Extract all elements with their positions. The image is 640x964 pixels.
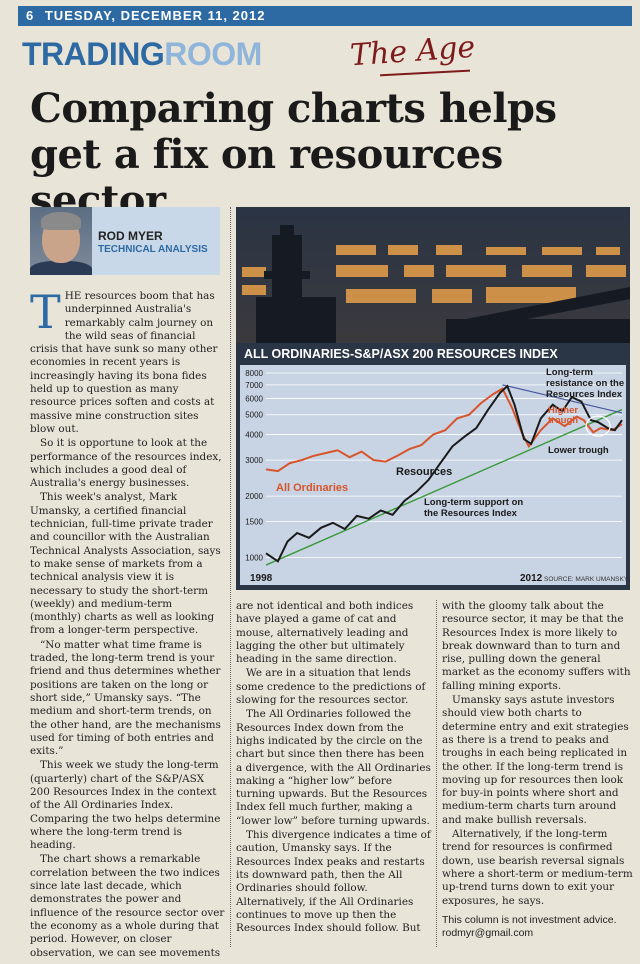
article-paragraph: So it is opportune to look at the perfor… bbox=[30, 437, 222, 490]
article-paragraph: This divergence indicates a time of caut… bbox=[236, 829, 431, 935]
article-column-1: T HE resources boom that has underpinned … bbox=[30, 285, 226, 961]
author-byline: ROD MYER TECHNICAL ANALYSIS bbox=[30, 207, 220, 275]
column-divider bbox=[436, 600, 437, 947]
y-tick-label: 4000 bbox=[245, 431, 263, 440]
article-paragraph: The All Ordinaries followed the Resource… bbox=[236, 708, 431, 827]
dropcap: T bbox=[30, 285, 61, 339]
chart-y-axis: 1000 1500 2000 3000 4000 5000 6000 7000 8000 bbox=[245, 369, 263, 563]
author-portrait bbox=[30, 207, 92, 275]
resistance-annotation: Long-term resistance on the Resources In… bbox=[546, 367, 627, 400]
section-title-bold: TRADING bbox=[22, 36, 165, 72]
page-number: 6 bbox=[26, 8, 35, 23]
lit-windows bbox=[242, 245, 626, 303]
article-paragraph: “No matter what time frame is traded, th… bbox=[30, 638, 221, 758]
chart-source: SOURCE: MARK UMANSKY bbox=[544, 576, 629, 583]
article-paragraph: This week's analyst, Mark Umansky, a cer… bbox=[30, 491, 221, 637]
article-paragraph: Alternatively, if the long-term trend fo… bbox=[442, 828, 633, 907]
article-paragraph: T HE resources boom that has underpinned … bbox=[30, 285, 218, 435]
x-end-label: 2012 bbox=[520, 573, 543, 584]
resistance-trendline bbox=[502, 384, 623, 414]
article-headline: Comparing charts helps get a fix on reso… bbox=[30, 85, 557, 224]
article-paragraph: We are in a situation that lends some cr… bbox=[236, 667, 426, 707]
chart-gridlines bbox=[266, 372, 622, 559]
resources-series-line bbox=[265, 384, 623, 563]
support-annotation: Long-term support on the Resources Index bbox=[424, 497, 526, 519]
support-trendline bbox=[265, 408, 623, 566]
article-column-3: with the gloomy talk about the resource … bbox=[442, 600, 634, 941]
y-tick-label: 1000 bbox=[245, 554, 263, 563]
y-tick-label: 1500 bbox=[245, 518, 263, 527]
headframe-silhouette bbox=[256, 225, 630, 347]
x-start-label: 1998 bbox=[250, 573, 273, 584]
disclaimer-footnote: This column is not investment advice. ro… bbox=[442, 913, 617, 939]
handwritten-underline bbox=[380, 69, 470, 77]
y-tick-label: 2000 bbox=[245, 492, 263, 501]
all-ordinaries-label: All Ordinaries bbox=[276, 482, 348, 494]
chart-title: ALL ORDINARIES-S&P/ASX 200 RESOURCES IND… bbox=[244, 347, 558, 361]
issue-date: TUESDAY, DECEMBER 11, 2012 bbox=[44, 8, 266, 23]
page-header-bar: 6 TUESDAY, DECEMBER 11, 2012 bbox=[18, 6, 632, 26]
column-divider bbox=[230, 207, 231, 947]
author-name: ROD MYER bbox=[98, 229, 163, 243]
article-column-2: are not identical and both indices have … bbox=[236, 600, 432, 936]
chart-annotations: All Ordinaries Resources Long-term suppo… bbox=[250, 367, 629, 584]
chart-svg: ALL ORDINARIES-S&P/ASX 200 RESOURCES IND… bbox=[236, 207, 630, 585]
higher-trough-annotation: Higher trough bbox=[548, 405, 581, 426]
section-title-light: ROOM bbox=[164, 36, 262, 72]
handwritten-note: The Age bbox=[348, 29, 477, 74]
all-ordinaries-series-line bbox=[265, 387, 623, 473]
y-tick-label: 6000 bbox=[245, 395, 263, 404]
chart-panel: ALL ORDINARIES-S&P/ASX 200 RESOURCES IND… bbox=[236, 207, 630, 590]
lower-trough-annotation: Lower trough bbox=[548, 445, 609, 456]
article-paragraph: This week we study the long-term (quarte… bbox=[30, 759, 221, 852]
chart-title-band bbox=[236, 343, 630, 363]
article-paragraph: The chart shows a remarkable correlation… bbox=[30, 853, 225, 959]
y-tick-label: 3000 bbox=[245, 456, 263, 465]
article-paragraph: Umansky says astute investors should vie… bbox=[442, 694, 629, 826]
article-paragraph: with the gloomy talk about the resource … bbox=[442, 600, 631, 692]
article-paragraph: are not identical and both indices have … bbox=[236, 600, 414, 666]
resources-label: Resources bbox=[396, 466, 452, 478]
divergence-circle bbox=[585, 415, 611, 437]
y-tick-label: 7000 bbox=[245, 381, 263, 390]
y-tick-label: 5000 bbox=[245, 411, 263, 420]
author-role: TECHNICAL ANALYSIS bbox=[98, 244, 208, 255]
y-tick-label: 8000 bbox=[245, 369, 263, 378]
section-title: TRADINGROOM bbox=[22, 36, 262, 73]
